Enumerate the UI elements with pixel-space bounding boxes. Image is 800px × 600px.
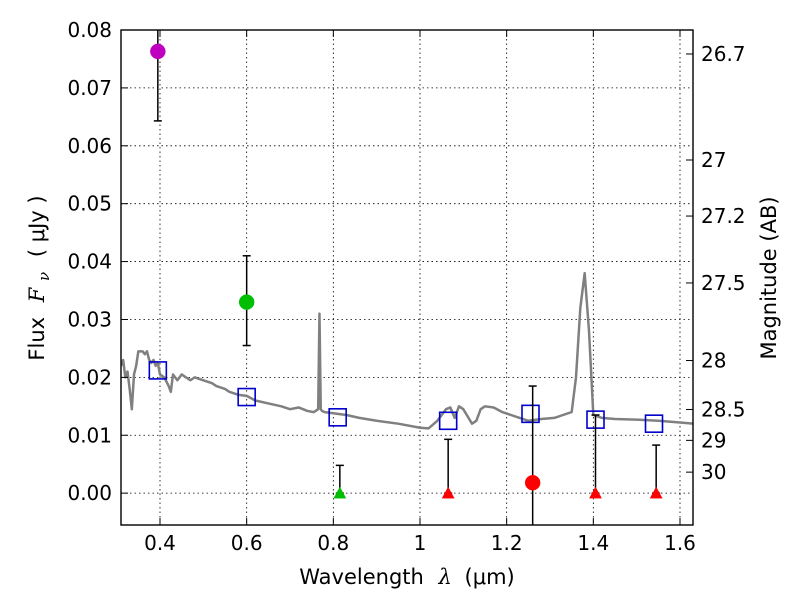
y-tick-label: 0.07	[67, 76, 112, 100]
x-tick-label: 1.6	[664, 531, 696, 555]
y-tick-label: 0.00	[67, 481, 112, 505]
sed-line	[121, 271, 693, 430]
x-axis-label: Wavelength λ (μm)	[299, 565, 514, 589]
plot-frame	[120, 29, 694, 526]
upper-limit-point	[649, 486, 663, 499]
upper-limit-point	[333, 486, 347, 499]
y-tick-label: 0.02	[67, 365, 112, 389]
mag-tick-label: 26.7	[701, 42, 746, 66]
detection-point	[150, 43, 166, 60]
x-tick-label: 1.4	[577, 531, 609, 555]
error-bar	[528, 385, 537, 525]
x-tick-label: 0.6	[231, 531, 263, 555]
y-axis-label-symbol: F	[25, 286, 49, 303]
y-axis-label-subscript: ν	[35, 272, 53, 281]
mag-tick-label: 27.5	[701, 271, 746, 295]
y-tick-label: 0.03	[67, 307, 112, 331]
x-tick-label: 0.4	[144, 531, 176, 555]
grid	[121, 29, 693, 525]
y2-axis-label: Magnitude (AB)	[757, 196, 781, 359]
x-tick-label: 1	[414, 531, 427, 555]
detection-point	[238, 294, 255, 310]
x-axis-label-prefix: Wavelength	[299, 565, 424, 589]
mag-tick-label: 29	[701, 428, 726, 452]
detection-point	[524, 474, 541, 491]
y-tick-label: 0.04	[67, 250, 112, 274]
model-point	[148, 361, 168, 380]
x-tick-label: 0.8	[317, 531, 349, 555]
y-tick-label: 0.08	[67, 18, 112, 42]
mag-tick-label: 30	[701, 460, 726, 484]
upper-limit-point	[441, 486, 455, 499]
x-axis-label-units: (μm)	[465, 565, 515, 589]
y-tick-label: 0.05	[67, 192, 112, 216]
mag-tick-label: 27	[701, 148, 726, 172]
model-point	[438, 411, 458, 431]
x-tick-label: 1.2	[491, 531, 523, 555]
mag-tick-label: 28.5	[701, 397, 746, 421]
y-axis-label-prefix: Flux	[25, 317, 49, 361]
plot-area	[121, 30, 693, 525]
mag-tick-label: 28	[701, 349, 726, 373]
mag-tick-label: 27.2	[701, 204, 746, 228]
model-point	[237, 387, 256, 407]
model-point	[521, 404, 540, 424]
model-point	[644, 414, 664, 433]
y-tick-label: 0.01	[67, 423, 112, 447]
axes: 0.4 0.6 0.8 1 1.2 1.4 1.6 0.00 0.01 0.02 0.03 0.04 0…	[67, 18, 745, 555]
upper-limit-point	[589, 486, 602, 499]
y-axis-label: Flux F ν ( μJy )	[25, 195, 54, 360]
error-bar	[153, 30, 162, 122]
x-axis-label-symbol: λ	[438, 565, 452, 589]
model-point	[328, 408, 347, 427]
y-tick-label: 0.06	[67, 134, 112, 158]
y-axis-label-units: ( μJy )	[25, 195, 49, 257]
